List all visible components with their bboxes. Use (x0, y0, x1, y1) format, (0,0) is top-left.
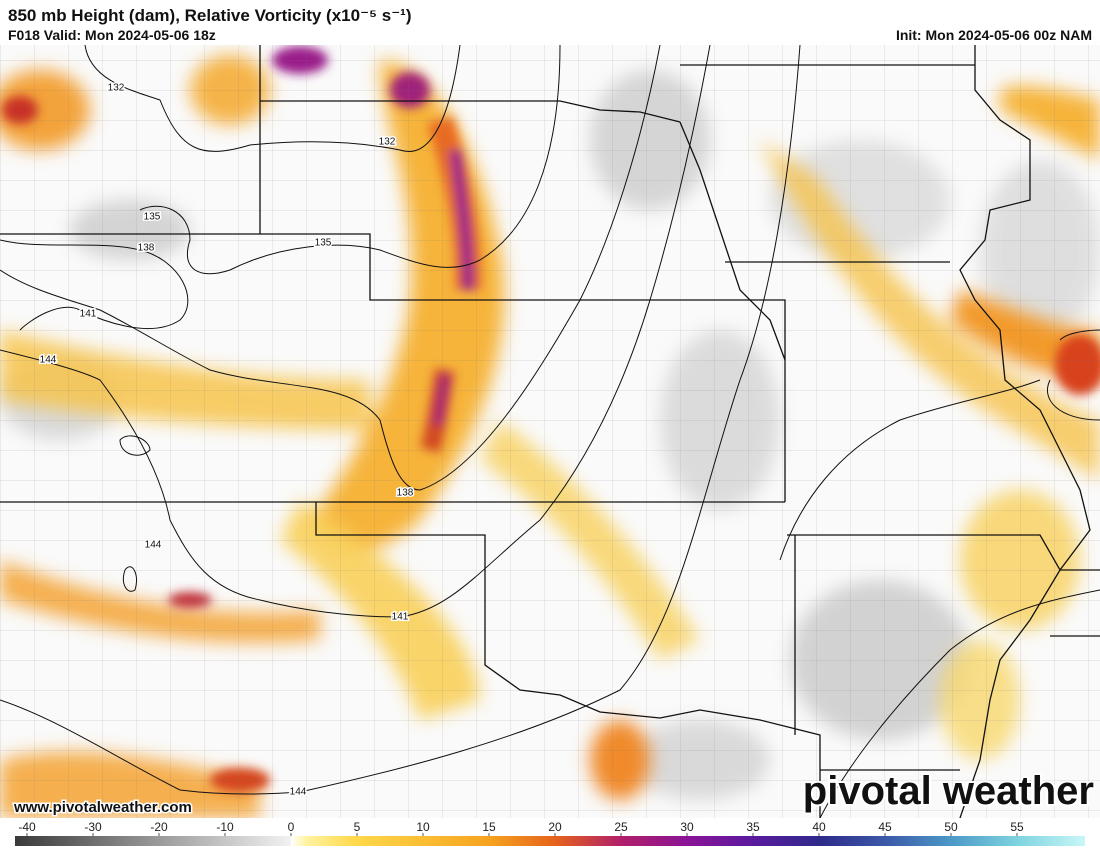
colorbar-positive (291, 836, 1085, 846)
colorbar-negative (15, 836, 291, 846)
source-url: www.pivotalweather.com (13, 799, 192, 816)
colorbar-tick-label: 30 (680, 820, 694, 834)
contour-label: 144 (290, 787, 307, 798)
colorbar-tick-label: -10 (216, 820, 234, 834)
height-contours (0, 45, 1100, 818)
valid-time: F018 Valid: Mon 2024-05-06 18z (8, 27, 216, 43)
colorbar-tick-label: 10 (416, 820, 430, 834)
logo: pivotal weather (803, 769, 1094, 813)
colorbar-tick-label: -30 (84, 820, 102, 834)
colorbar-tick-label: 55 (1010, 820, 1024, 834)
colorbar-tick-label: 50 (944, 820, 958, 834)
colorbar-tick-label: 0 (288, 820, 295, 834)
colorbar-tick-label: -40 (18, 820, 36, 834)
contour-label: 135 (144, 212, 161, 223)
contour-label: 138 (138, 243, 155, 254)
county-grid (0, 45, 1100, 818)
contour-label: 132 (379, 137, 396, 148)
colorbar-tick-label: 35 (746, 820, 760, 834)
colorbar-ticks: -40 -30 -20 -10 0 5 10 15 20 25 30 35 40 45 50 55 (18, 820, 1024, 836)
colorbar-tick-label: 45 (878, 820, 892, 834)
contour-label: 144 (145, 540, 162, 551)
contour-label: 132 (108, 83, 125, 94)
colorbar-tick-label: 40 (812, 820, 826, 834)
contour-label: 135 (315, 238, 332, 249)
contour-labels: 132 132 135 135 138 138 141 141 144 144 144 (38, 81, 415, 799)
colorbar-tick-label: 25 (614, 820, 628, 834)
colorbar-tick-label: 20 (548, 820, 562, 834)
contour-label: 141 (392, 612, 409, 623)
colorbar-tick-label: 15 (482, 820, 496, 834)
colorbar-tick-label: -20 (150, 820, 168, 834)
map-area: 132 132 135 135 138 138 141 141 144 144 144 (0, 45, 1100, 818)
contour-label: 138 (397, 488, 414, 499)
contour-label: 141 (80, 309, 97, 320)
colorbar-tick-label: 5 (354, 820, 361, 834)
init-time: Init: Mon 2024-05-06 00z NAM (896, 27, 1092, 43)
contour-label: 144 (40, 355, 57, 366)
title: 850 mb Height (dam), Relative Vorticity … (8, 6, 412, 25)
state-borders (0, 45, 1100, 818)
